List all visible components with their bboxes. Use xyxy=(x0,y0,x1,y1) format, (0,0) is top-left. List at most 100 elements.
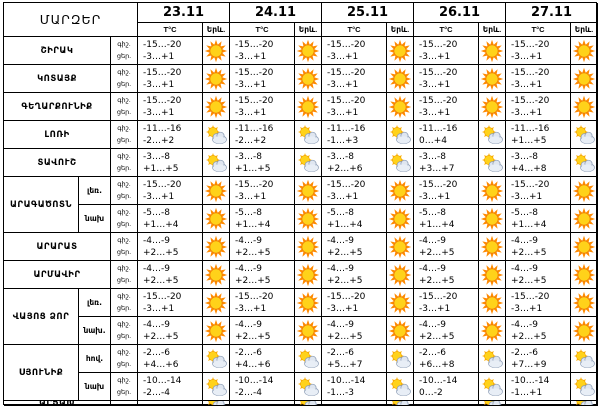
temp-cell: -5…-8 +1…+4 xyxy=(138,205,203,233)
region-name: ԱՐՄԱՎԻՐ xyxy=(4,261,111,289)
temp-cell: 0…-5-2…+1 xyxy=(138,401,203,406)
time-labels: գիշ.ցեր. xyxy=(111,317,138,345)
day-temp: -2…-4 xyxy=(235,387,262,398)
subregion-name: լեռ. xyxy=(79,177,111,205)
temp-cell: -2…-6 +5…+7 xyxy=(322,345,387,373)
day-temp: +2…+5 xyxy=(511,331,547,342)
night-label: գիշ. xyxy=(117,152,131,160)
day-label: ցեր. xyxy=(116,388,132,396)
day-temp: -3…+1 xyxy=(511,191,543,202)
temp-cell: -4…-9 +2…+5 xyxy=(506,261,571,289)
temp-cell: -10…-14 -2…-4 xyxy=(138,373,203,401)
time-labels: գիշ.ցեր. xyxy=(111,401,138,406)
night-temp: -4…-9 xyxy=(327,319,354,330)
temp-cell: -5…-8 +1…+4 xyxy=(414,205,479,233)
sun-icon xyxy=(571,317,598,345)
sun-icon xyxy=(295,233,322,261)
night-temp: -15…-20 xyxy=(143,67,182,78)
time-labels: գիշ.ցեր. xyxy=(111,373,138,401)
night-temp: -15…-20 xyxy=(327,291,366,302)
time-labels: գիշ.ցեր. xyxy=(111,65,138,93)
time-labels: գիշ.ցեր. xyxy=(111,37,138,65)
temp-cell: -10…-14 0…-2 xyxy=(414,373,479,401)
night-temp: -15…-20 xyxy=(235,67,274,78)
night-temp: -2…-6 xyxy=(327,347,354,358)
region-name: ԱՐԱԳԱԾՈՏՆ xyxy=(4,177,79,233)
day-label: ցեր. xyxy=(116,360,132,368)
night-temp: -11…-16 xyxy=(327,123,366,134)
night-temp: -4…-9 xyxy=(511,235,538,246)
partly-cloudy-icon xyxy=(203,345,230,373)
day-temp: 0…+4 xyxy=(419,135,447,146)
day-temp: +2…+5 xyxy=(143,331,179,342)
temp-cell: -15…-20 -3…+1 xyxy=(506,177,571,205)
sun-icon xyxy=(387,233,414,261)
sun-icon xyxy=(203,289,230,317)
day-temp: 0…-2 xyxy=(419,387,443,398)
day-label: ցեր. xyxy=(116,220,132,228)
sun-icon xyxy=(571,37,598,65)
temp-cell: -15…-20 -3…+1 xyxy=(138,65,203,93)
partly-cloudy-icon xyxy=(571,373,598,401)
day-temp: +1…+4 xyxy=(511,219,547,230)
night-temp: 0…-5 xyxy=(419,401,443,403)
day-temp: +2…+5 xyxy=(419,331,455,342)
day-temp: -2…+1 xyxy=(235,403,266,405)
night-temp: -3…-8 xyxy=(419,151,446,162)
region-name: ԼՈՌԻ xyxy=(4,121,111,149)
day-temp: +1…+4 xyxy=(143,219,179,230)
night-temp: -15…-20 xyxy=(419,291,458,302)
sun-icon xyxy=(479,289,506,317)
partly-cloudy-icon xyxy=(295,373,322,401)
partly-cloudy-icon xyxy=(295,401,322,406)
night-label: գիշ. xyxy=(117,292,131,300)
night-temp: -4…-9 xyxy=(327,235,354,246)
temp-cell: -3…-8 +2…+6 xyxy=(322,149,387,177)
day-temp: -3…+1 xyxy=(327,191,359,202)
day-temp: +1…+4 xyxy=(235,219,271,230)
temp-cell: -15…-20 -3…+1 xyxy=(322,37,387,65)
day-temp: -2…+2 xyxy=(235,135,267,146)
temp-cell: -15…-20 -3…+1 xyxy=(414,177,479,205)
temp-cell: -15…-20 -3…+1 xyxy=(506,65,571,93)
day-label: ցեր. xyxy=(116,192,132,200)
date-header: 23.11 xyxy=(138,3,230,23)
forecast-table: ՄԱՐԶԵՐ 23.11 T°C Երև. 24.11 T°C Երև. 25.11 T°C Եր… xyxy=(3,2,598,406)
temp-cell: -4…-9 +2…+5 xyxy=(138,261,203,289)
time-labels: գիշ.ցեր. xyxy=(111,93,138,121)
sun-icon xyxy=(571,65,598,93)
partly-cloudy-icon xyxy=(387,345,414,373)
day-label: ցեր. xyxy=(116,80,132,88)
day-temp: -1…+3 xyxy=(327,135,359,146)
partly-cloudy-icon xyxy=(387,373,414,401)
night-temp: -5…-8 xyxy=(511,207,538,218)
temp-cell: -2…-6 +6…+8 xyxy=(414,345,479,373)
night-temp: -10…-14 xyxy=(327,375,366,386)
night-label: գիշ. xyxy=(117,40,131,48)
day-temp: +4…+8 xyxy=(511,163,547,174)
day-temp: -3…+1 xyxy=(235,107,267,118)
temp-cell: -15…-20 -3…+1 xyxy=(506,289,571,317)
sun-icon xyxy=(387,65,414,93)
night-temp: -2…-6 xyxy=(235,347,262,358)
temp-cell: -15…-20 -3…+1 xyxy=(414,37,479,65)
sun-icon xyxy=(571,93,598,121)
temp-cell: -15…-20 -3…+1 xyxy=(138,289,203,317)
time-labels: գիշ.ցեր. xyxy=(111,121,138,149)
date-header: 26.11 xyxy=(414,3,506,23)
sun-icon xyxy=(479,93,506,121)
night-temp: 0…-5 xyxy=(143,401,167,403)
temp-cell: -15…-20 -3…+1 xyxy=(506,93,571,121)
day-temp: +4…+6 xyxy=(235,359,271,370)
night-label: գիշ. xyxy=(117,264,131,272)
temp-cell: -2…-6 +7…+9 xyxy=(506,345,571,373)
temp-label: T°C xyxy=(138,23,203,37)
region-name: ԳԵՂԱՐՔՈՒՆԻՔ xyxy=(4,93,111,121)
time-labels: գիշ.ցեր. xyxy=(111,289,138,317)
night-temp: -15…-20 xyxy=(143,291,182,302)
sun-icon xyxy=(387,37,414,65)
sun-icon xyxy=(387,289,414,317)
day-temp: -2…+1 xyxy=(143,403,174,405)
night-temp: -15…-20 xyxy=(143,95,182,106)
region-name: ՍՅՈՒՆԻՔ xyxy=(4,345,79,401)
